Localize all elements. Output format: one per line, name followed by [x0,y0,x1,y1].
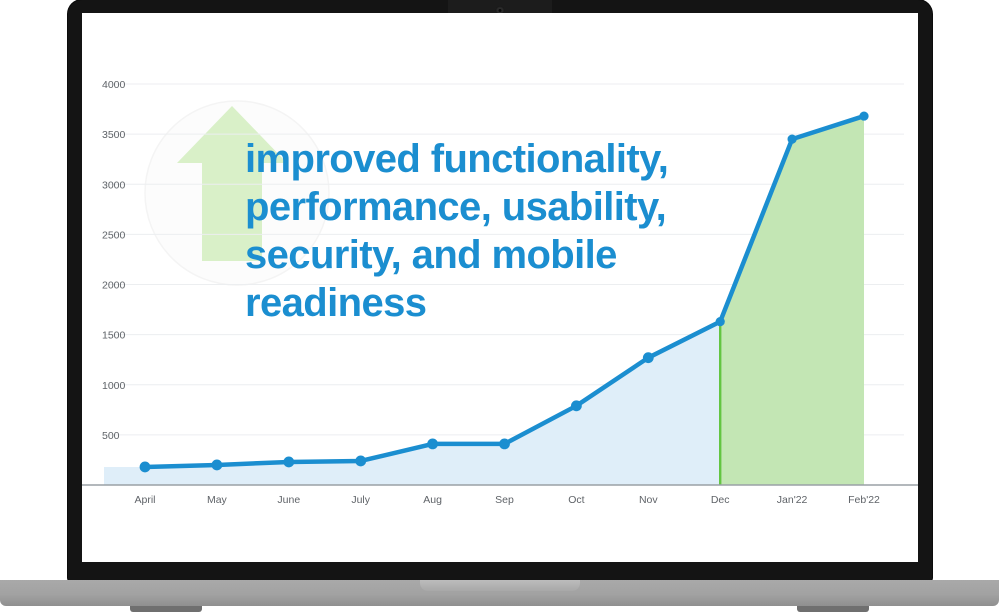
laptop-foot-left [130,606,202,612]
data-point[interactable] [715,316,725,327]
x-axis-labels: April May June July Aug Sep Oct Nov Dec Jan'22 Feb… [134,494,880,506]
x-tick-label: May [207,494,228,506]
laptop-foot-right [797,606,869,612]
data-point[interactable] [859,111,869,121]
watermark-group [144,100,330,286]
data-point[interactable] [283,456,295,468]
headline-text: improved functionality, performance, usa… [245,137,669,325]
up-arrow-icon [177,106,287,261]
x-tick-label: July [351,494,370,506]
data-point[interactable] [427,438,438,450]
y-tick-label: 1000 [102,380,126,392]
chart-points[interactable] [139,111,869,473]
x-tick-label: Aug [423,494,442,506]
y-tick-label: 4000 [102,79,126,91]
growth-chart[interactable]: 500 1000 1500 2000 2500 3000 3500 4000 April May J… [82,13,918,562]
chart-canvas[interactable]: 500 1000 1500 2000 2500 3000 3500 4000 April May J… [82,13,918,562]
data-point[interactable] [642,352,654,364]
area-fill-after-marker [720,116,864,485]
x-tick-label: June [277,494,300,506]
x-tick-label: Oct [568,494,584,506]
x-tick-label: Nov [639,494,658,506]
x-tick-label: Jan'22 [777,494,808,506]
x-tick-label: Sep [495,494,514,506]
data-point[interactable] [571,400,582,412]
laptop-screen: 500 1000 1500 2000 2500 3000 3500 4000 April May J… [82,13,918,562]
data-point[interactable] [355,455,367,467]
data-point[interactable] [139,461,151,473]
y-tick-label: 1500 [102,330,126,342]
area-fill-before-marker [104,321,721,485]
y-tick-label: 500 [102,430,120,442]
x-tick-label: April [134,494,155,506]
laptop-base [0,580,999,606]
x-tick-label: Dec [711,494,730,506]
camera-icon [495,6,505,15]
laptop-base-notch [419,580,580,591]
data-point[interactable] [499,438,510,450]
y-tick-label: 2000 [102,280,126,292]
data-point[interactable] [787,134,797,144]
y-tick-label: 3000 [102,179,126,191]
x-tick-label: Feb'22 [848,494,880,506]
y-tick-label: 2500 [102,229,126,241]
data-point[interactable] [211,459,223,471]
y-tick-label: 3500 [102,129,126,141]
